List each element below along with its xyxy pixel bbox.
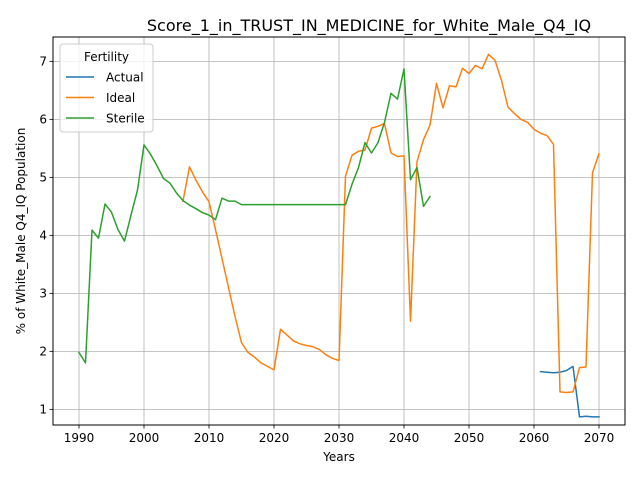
legend-items: Actual Ideal Sterile bbox=[66, 71, 145, 126]
y-tick-label: 7 bbox=[39, 54, 47, 68]
series-layer bbox=[77, 53, 600, 418]
x-axis: 1990 2000 2010 2020 2030 2040 2050 2060 2070 bbox=[64, 425, 615, 445]
legend-label-actual: Actual bbox=[106, 71, 144, 85]
legend: Fertility Actual Ideal Sterile bbox=[59, 43, 154, 133]
series-line-actual bbox=[539, 365, 600, 418]
series-line-ideal bbox=[182, 53, 600, 394]
x-tick-label: 2000 bbox=[129, 431, 160, 445]
y-tick-label: 1 bbox=[39, 402, 47, 416]
legend-title: Fertility bbox=[84, 50, 129, 64]
x-tick-label: 2020 bbox=[259, 431, 290, 445]
legend-label-ideal: Ideal bbox=[106, 91, 135, 105]
legend-label-sterile: Sterile bbox=[106, 112, 145, 126]
y-tick-label: 6 bbox=[39, 112, 47, 126]
x-tick-label: 2070 bbox=[584, 431, 615, 445]
x-tick-label: 2050 bbox=[454, 431, 485, 445]
x-tick-label: 2030 bbox=[324, 431, 355, 445]
y-tick-label: 3 bbox=[39, 286, 47, 300]
y-tick-label: 2 bbox=[39, 344, 47, 358]
y-tick-label: 4 bbox=[39, 228, 47, 242]
chart-title: Score_1_in_TRUST_IN_MEDICINE_for_White_M… bbox=[147, 16, 591, 36]
x-axis-label: Years bbox=[322, 450, 355, 464]
x-tick-label: 1990 bbox=[64, 431, 95, 445]
y-axis: 1 2 3 4 5 6 7 bbox=[39, 54, 53, 416]
y-tick-label: 5 bbox=[39, 170, 47, 184]
legend-box bbox=[59, 43, 154, 133]
x-tick-label: 2060 bbox=[519, 431, 550, 445]
x-tick-label: 2040 bbox=[389, 431, 420, 445]
x-tick-label: 2010 bbox=[194, 431, 225, 445]
y-axis-label: % of White_Male Q4_IQ Population bbox=[14, 128, 28, 335]
series-line-sterile bbox=[77, 68, 432, 364]
